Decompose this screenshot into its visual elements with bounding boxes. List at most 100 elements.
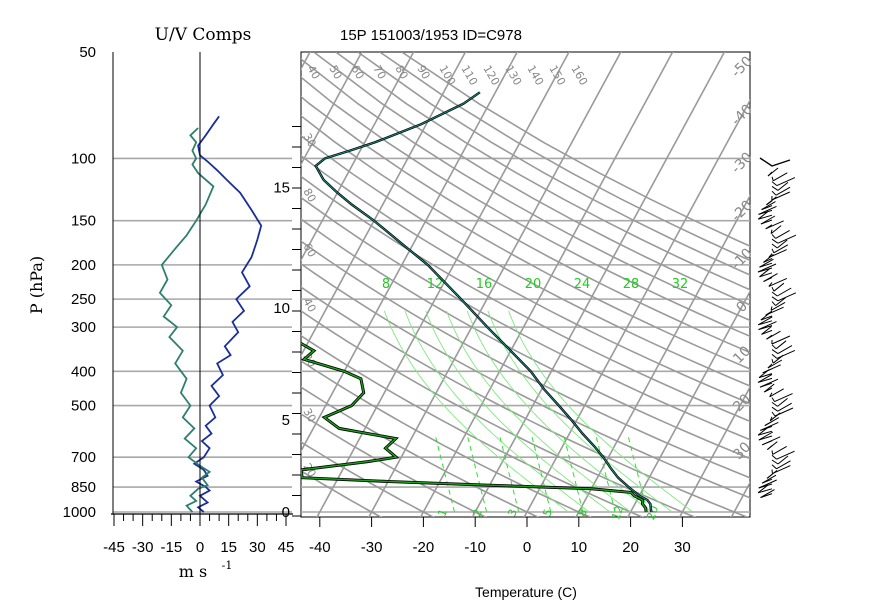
dry-adiabat-line [301,413,488,517]
skewt-panel: 40 50 60 70 80 90 100 110 120 130 140 150 1603080604… [0,36,887,556]
potential-temperature-label: 160 [568,63,590,88]
wind-barb-flag [760,421,779,431]
wind-axis-label: m s [179,562,207,581]
moist-adiabat-label: 12 [427,277,444,292]
wind-barb [771,286,775,292]
temperature-tick-label: 0 [523,539,531,556]
wind-barb [771,234,776,239]
wind-barb [771,185,779,191]
wind-barb-flag [775,340,787,350]
wind-barb-flag [765,220,784,230]
wind-barb-flag [766,470,778,479]
pressure-tick-label: 150 [71,213,96,230]
barb-staff-top [759,157,791,167]
wind-barb-flag [764,417,780,427]
temperature-tick-label: -40 [309,539,331,556]
potential-temperature-label: 50 [326,63,344,82]
pressure-tick-label: 500 [71,398,96,415]
wind-barb-flag [772,172,788,182]
isotherm-line [316,52,570,517]
isotherm-edge-label: 20 [730,391,754,415]
wind-barb-flag [758,369,770,378]
dry-adiabat-line [301,286,749,517]
potential-temperature-label: 120 [480,63,502,88]
wind-barb-flag [758,431,774,441]
wind-barb [758,214,773,220]
wind-barb-flag [766,330,781,340]
wind-barb [771,344,777,350]
wind-barb-flag [775,186,791,196]
mixing-ratio-line [434,433,455,513]
mixing-ratio-label: 5 [540,507,555,518]
wind-barb-flag [776,239,788,249]
potential-temperature-label: 90 [414,63,432,82]
dry-adiabat-line [301,334,645,517]
wind-barb-flag [763,254,774,263]
wind-barb [771,397,775,402]
isotherm-line [626,289,750,517]
moist-adiabat-label: 28 [623,277,640,292]
wind-barb-flag [776,450,795,460]
wind-barb-flag [761,474,777,484]
mixing-ratio-label: 20 [644,504,661,522]
wind-barb-flag [770,301,786,311]
skewt-gridlines [0,36,887,520]
moist-adiabat-label: 32 [672,277,689,292]
isotherm-edge-label: -10 [728,245,755,272]
mixing-ratio-label: 1 [435,507,450,518]
isotherm-line [367,52,622,517]
dry-adiabat-line [301,95,750,354]
wind-barb-flag [771,335,791,345]
isotherm-line [0,36,112,520]
dry-adiabat-line [301,134,750,387]
potential-temperature-label: 70 [370,63,388,82]
adiabat-edge-label: 30 [300,406,318,425]
wind-barb [771,459,779,465]
moist-adiabat-line [508,310,694,513]
dry-adiabat-line [301,76,750,338]
uv-tick-label: -30 [132,539,154,556]
uv-tick-label: 30 [249,539,266,556]
wind-barb [771,464,777,470]
wind-barb [761,329,773,335]
pressure-tick-label: 400 [71,363,96,380]
wind-barb-flag [761,326,772,335]
dry-adiabat-line [335,52,750,291]
wind-barb-flag [772,354,784,364]
moist-adiabat-label: 20 [525,277,542,292]
pressure-tick-label: 250 [71,291,96,308]
wind-barb [771,359,774,364]
wind-barb-flag [776,177,796,187]
pressure-tick-label: 100 [71,150,96,167]
isotherm-line [730,481,750,517]
wind-barb [771,354,778,359]
skewt-profiles [301,91,653,513]
wind-barb-flag [762,364,781,374]
pressure-tick-label: 300 [71,319,96,336]
wind-barb-flag [776,460,791,470]
isotherm-line [301,52,519,453]
moist-adiabat-label: 16 [476,277,493,292]
wind-barb-flag [758,205,777,215]
moist-adiabat-label: 8 [382,277,390,292]
dry-adiabat-line [401,52,750,247]
adiabat-edge-label: 80 [300,186,318,205]
wind-barb-flag [760,311,772,321]
profile-line [315,91,652,513]
wind-barb-flag [759,378,779,388]
wind-barb-flag [777,234,797,244]
mixing-ratio-label: 2 [470,507,485,518]
wind-barb-flag [777,402,792,412]
potential-temperature-label: 80 [392,63,410,82]
isotherm-line [782,36,887,520]
wind-barb-flag [758,321,777,331]
dry-adiabat-line [301,386,540,517]
moist-adiabat-line [487,310,673,513]
moist-adiabat-line [425,310,611,513]
uv-tick-label: 0 [196,539,204,556]
wind-barb-flag [762,436,781,446]
isotherm-line [301,52,467,358]
moist-adiabat-label: 24 [574,277,591,292]
wind-barb [771,349,779,355]
wind-barb-flag [757,210,769,220]
